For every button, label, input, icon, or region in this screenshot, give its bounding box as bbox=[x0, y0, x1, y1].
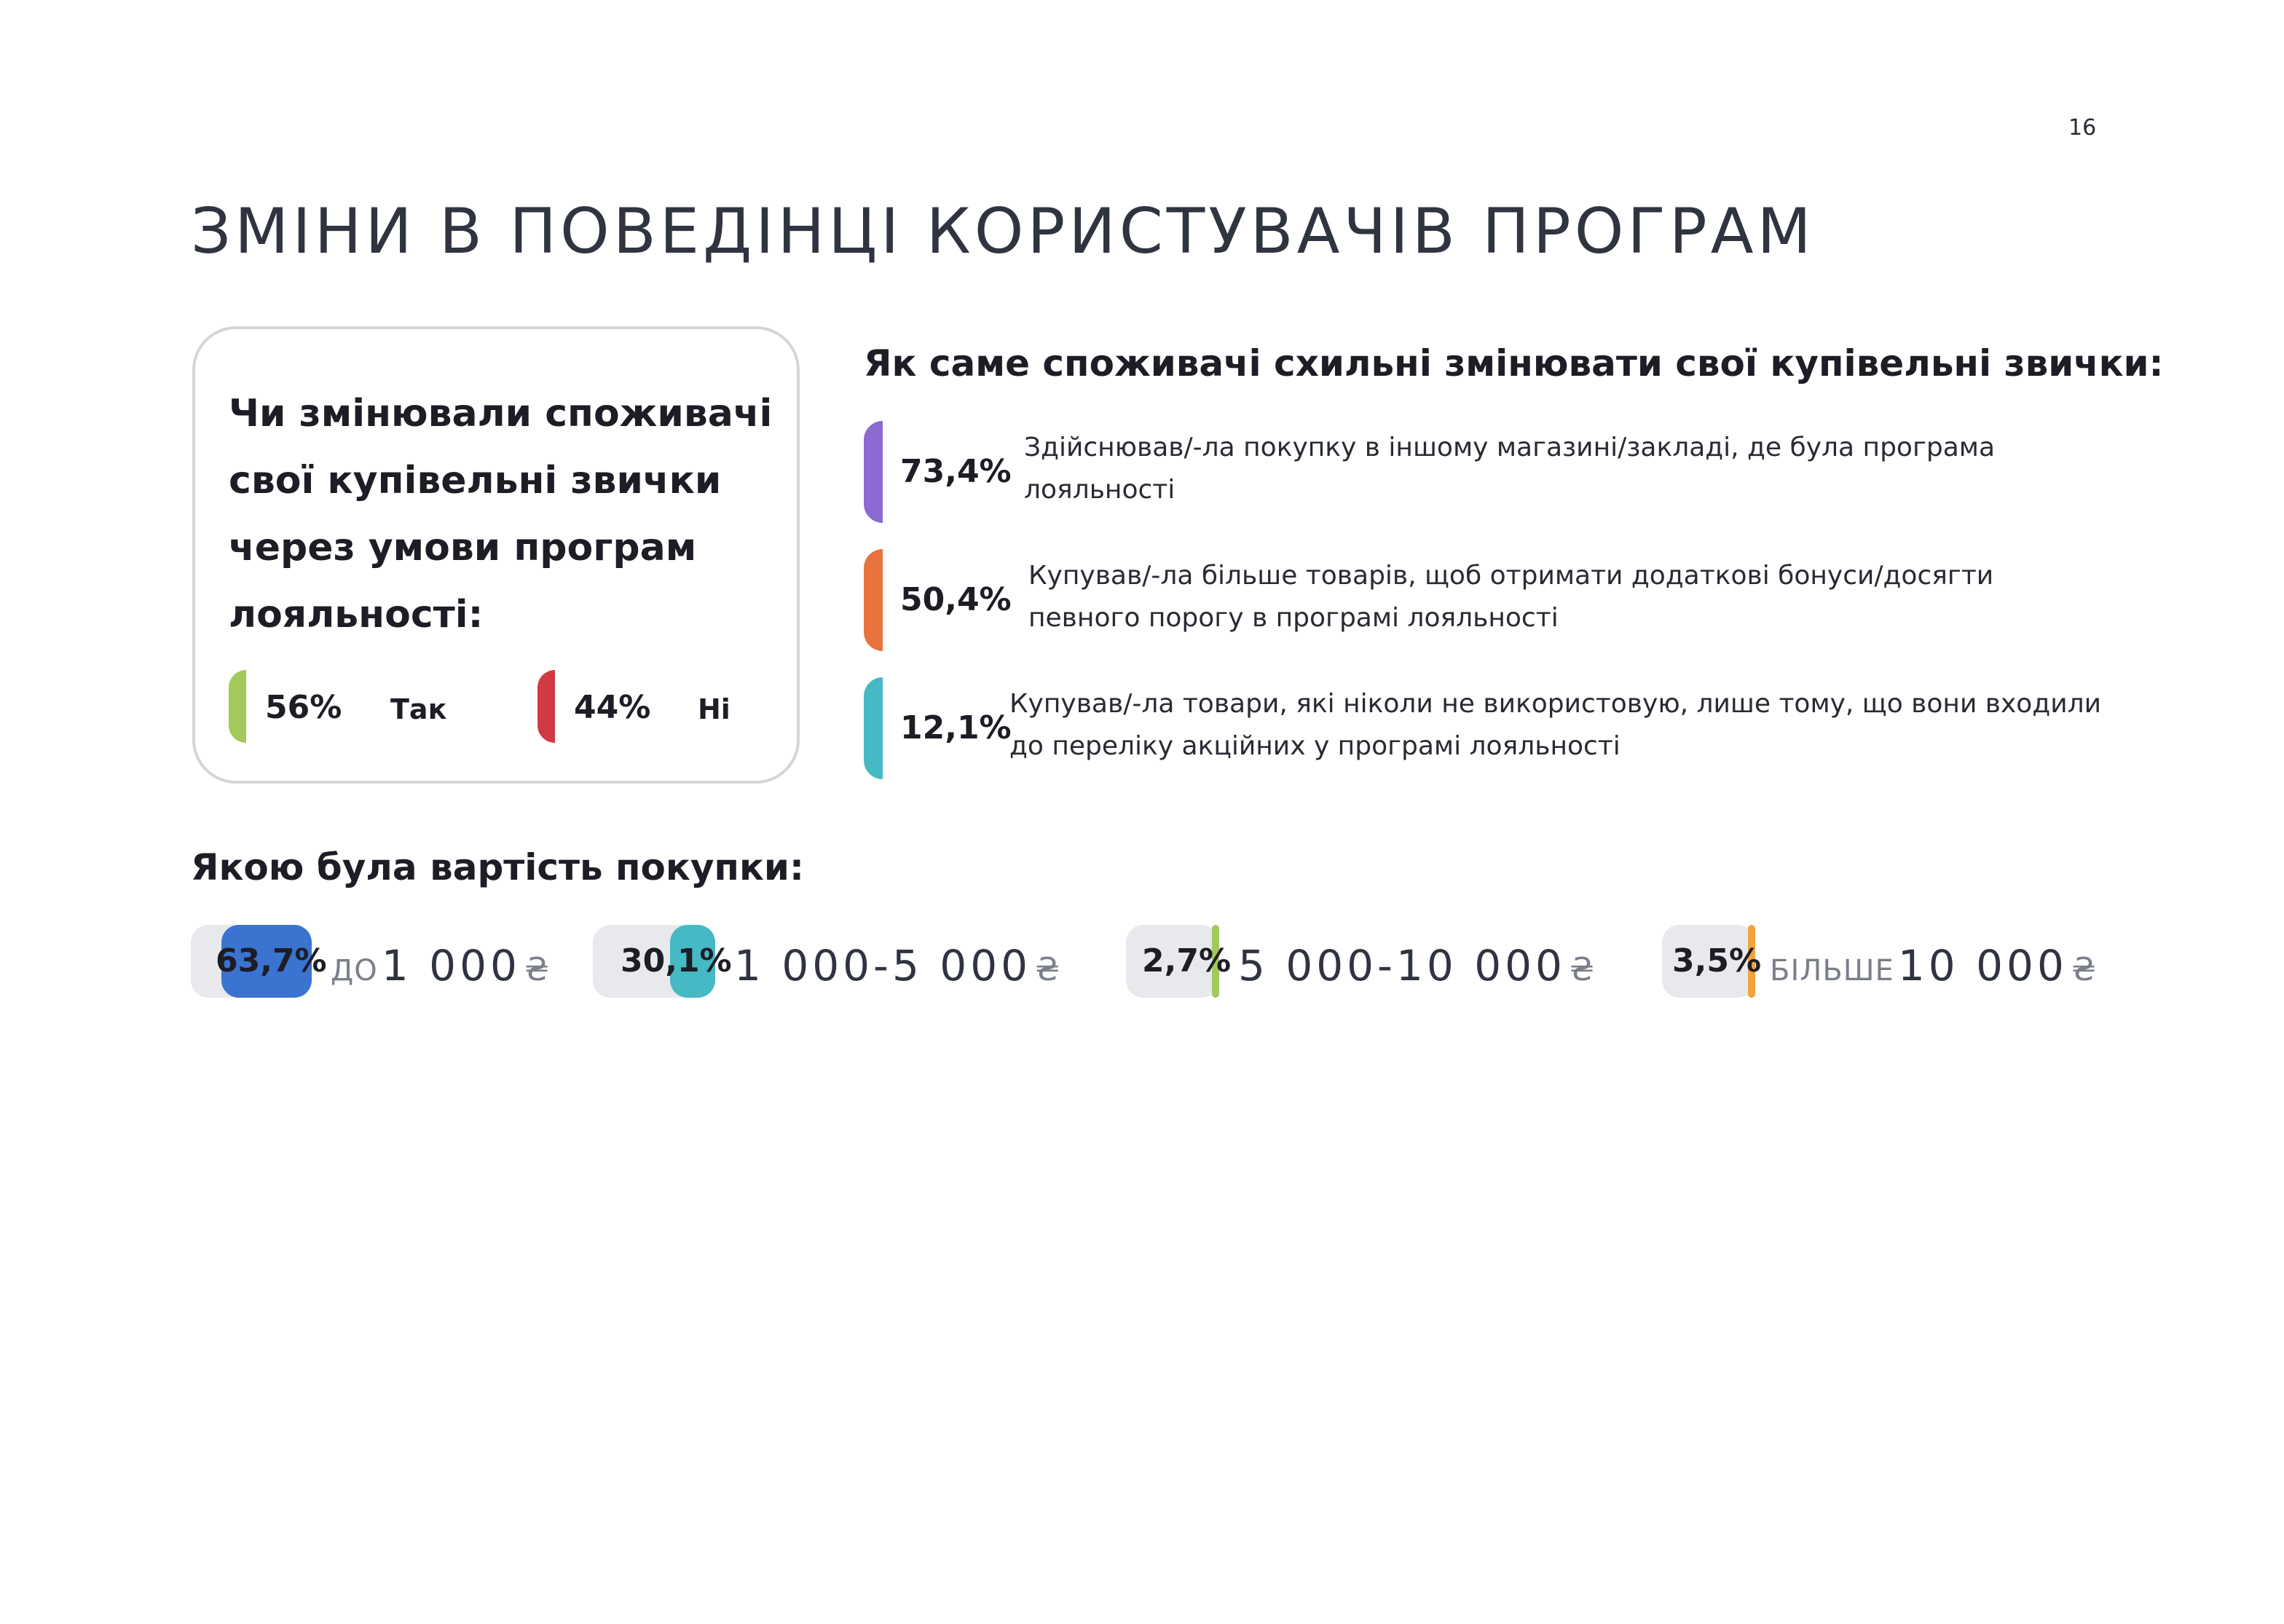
cost-prefix: ДО bbox=[331, 954, 378, 988]
cost-range: ДО 1 000 ₴ bbox=[331, 941, 549, 990]
cost-item-over-10000: 3,5% БІЛЬШЕ 10 000 ₴ bbox=[1662, 925, 2114, 998]
behavior-text: Купував/-ла товари, які ніколи не викори… bbox=[1009, 689, 2102, 761]
cost-amount: 10 000 bbox=[1897, 941, 2068, 990]
cost-prefix: БІЛЬШЕ bbox=[1770, 954, 1894, 988]
answer-no-percent: 44% bbox=[574, 689, 651, 726]
hryvnia-icon: ₴ bbox=[2071, 951, 2097, 988]
cost-percent: 30,1% bbox=[621, 942, 732, 979]
hryvnia-icon: ₴ bbox=[524, 951, 550, 988]
cost-percent: 3,5% bbox=[1672, 942, 1762, 979]
cost-range: БІЛЬШЕ 10 000 ₴ bbox=[1770, 941, 2096, 990]
cost-amount: 5 000-10 000 bbox=[1238, 941, 1566, 990]
behavior-percent: 73,4% bbox=[900, 453, 1012, 490]
behavior-title: Як саме споживачі схильні змінювати свої… bbox=[864, 342, 2164, 385]
answer-yes-label: Так bbox=[390, 693, 447, 725]
cost-percent: 63,7% bbox=[216, 942, 327, 979]
cost-pill-fill bbox=[221, 925, 312, 998]
answer-no-label: Ні bbox=[698, 693, 731, 725]
answer-yes: 56% Так bbox=[229, 670, 447, 743]
loyalty-question-card: Чи змінювали споживачі свої купівельні з… bbox=[192, 326, 800, 784]
cost-item-up-to-1000: 63,7% ДО 1 000 ₴ bbox=[191, 925, 570, 998]
behavior-percent: 50,4% bbox=[900, 581, 1012, 618]
answer-yes-percent: 56% bbox=[265, 689, 342, 726]
hryvnia-icon: ₴ bbox=[1570, 951, 1595, 988]
cost-pill-fill bbox=[1212, 925, 1219, 998]
answer-yes-bar bbox=[229, 670, 246, 743]
cost-pill-fill bbox=[670, 925, 715, 998]
behavior-item: 50,4% Купував/-ла більше товарів, щоб от… bbox=[864, 549, 2116, 651]
answer-no-bar bbox=[537, 670, 555, 743]
behavior-item: 73,4% Здійснював/-ла покупку в іншому ма… bbox=[864, 421, 2116, 523]
behavior-bar bbox=[864, 549, 883, 651]
cost-pill-bg bbox=[1662, 925, 1755, 998]
page-title: ЗМІНИ В ПОВЕДІНЦІ КОРИСТУВАЧІВ ПРОГРАМ bbox=[191, 195, 1815, 268]
cost-pill-fill bbox=[1748, 925, 1755, 998]
cost-item-5000-10000: 2,7% 5 000-10 000 ₴ bbox=[1126, 925, 1607, 998]
hryvnia-icon: ₴ bbox=[1035, 951, 1060, 988]
behavior-text: Купував/-ла більше товарів, щоб отримати… bbox=[1028, 561, 1994, 633]
behavior-percent: 12,1% bbox=[900, 709, 1012, 746]
cost-range: 1 000-5 000 ₴ bbox=[734, 941, 1060, 990]
behavior-item: 12,1% Купував/-ла товари, які ніколи не … bbox=[864, 677, 2116, 779]
cost-range: 5 000-10 000 ₴ bbox=[1238, 941, 1594, 990]
answer-no: 44% Ні bbox=[537, 670, 756, 743]
behavior-bar bbox=[864, 421, 883, 523]
cost-percent: 2,7% bbox=[1142, 942, 1232, 979]
card-question: Чи змінювали споживачі свої купівельні з… bbox=[229, 392, 773, 636]
cost-amount: 1 000-5 000 bbox=[734, 941, 1032, 990]
page-number: 16 bbox=[2068, 115, 2097, 141]
cost-pill-bg bbox=[1126, 925, 1219, 998]
cost-amount: 1 000 bbox=[381, 941, 521, 990]
cost-title: Якою була вартість покупки: bbox=[191, 846, 804, 888]
cost-item-1000-5000: 30,1% 1 000-5 000 ₴ bbox=[593, 925, 1060, 998]
behavior-bar bbox=[864, 677, 883, 779]
behavior-text: Здійснював/-ла покупку в іншому магазині… bbox=[1024, 433, 1996, 505]
